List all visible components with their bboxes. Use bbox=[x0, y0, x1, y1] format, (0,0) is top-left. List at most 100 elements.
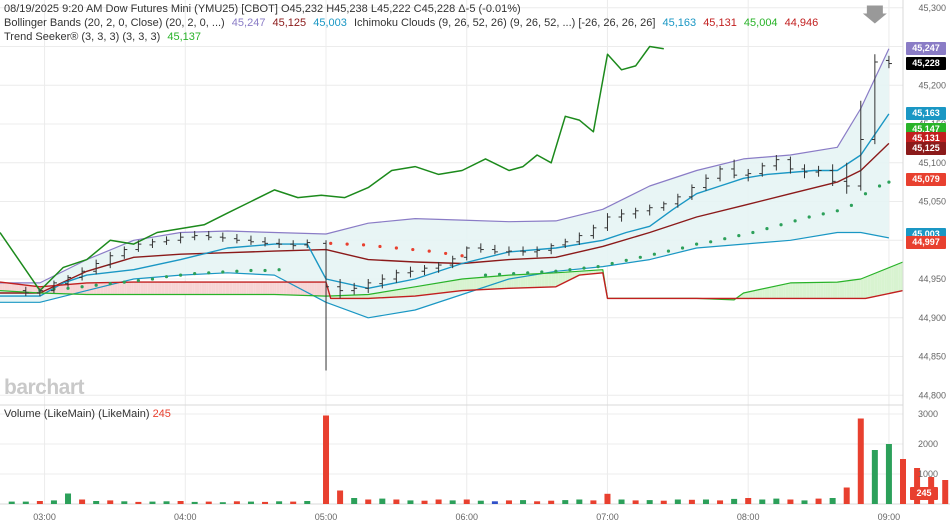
volume-bar bbox=[505, 500, 512, 504]
ichimoku-cloud-slice bbox=[258, 282, 261, 295]
ichimoku-cloud-slice bbox=[440, 282, 444, 294]
volume-bar bbox=[8, 501, 15, 504]
ichimoku-cloud-slice bbox=[274, 282, 277, 295]
volume-bar bbox=[857, 418, 864, 504]
ichimoku-cloud-slice bbox=[776, 285, 779, 299]
ichimoku-cloud-slice bbox=[818, 282, 821, 299]
ichimoku-cloud-slice bbox=[874, 272, 878, 297]
ichimoku-v2: 45,131 bbox=[703, 17, 737, 29]
ichimoku-cloud-slice bbox=[253, 282, 256, 295]
ichimoku-cloud-slice bbox=[246, 282, 249, 295]
ichimoku-cloud-slice bbox=[792, 282, 796, 299]
ichimoku-cloud-slice bbox=[382, 291, 385, 298]
ichimoku-cloud-slice bbox=[4, 282, 8, 292]
volume-bar bbox=[233, 501, 240, 504]
x-tick-label: 04:00 bbox=[174, 512, 197, 522]
ichimoku-cloud-slice bbox=[443, 281, 446, 293]
ichimoku-cloud-slice bbox=[178, 282, 181, 295]
ichimoku-cloud-slice bbox=[243, 282, 247, 295]
trend-seeker-value: 45,137 bbox=[167, 31, 201, 43]
trend-dot-support bbox=[483, 273, 488, 277]
ichimoku-cloud-slice bbox=[391, 290, 395, 298]
ichimoku-v3: 45,004 bbox=[743, 17, 778, 29]
trend-dot-support bbox=[652, 252, 656, 256]
ichimoku-cloud-slice bbox=[154, 282, 158, 295]
volume-bar bbox=[177, 501, 184, 504]
ichimoku-cloud-slice bbox=[846, 280, 850, 299]
ichimoku-cloud-slice bbox=[86, 282, 90, 295]
trend-dot-support bbox=[80, 285, 84, 289]
ichimoku-cloud-slice bbox=[490, 276, 493, 290]
ichimoku-cloud-slice bbox=[213, 282, 216, 295]
ichimoku-cloud-slice bbox=[316, 282, 319, 296]
ichimoku-cloud-slice bbox=[112, 282, 115, 295]
trend-dot-support bbox=[122, 280, 126, 284]
volume-bar bbox=[337, 490, 344, 504]
ichimoku-cloud-slice bbox=[579, 271, 582, 276]
ichimoku-cloud-slice bbox=[152, 282, 155, 295]
ichimoku-cloud-slice bbox=[129, 282, 132, 295]
ichimoku-cloud-slice bbox=[192, 282, 195, 295]
volume-bar bbox=[942, 480, 949, 504]
ichimoku-cloud-slice bbox=[347, 295, 350, 299]
volume-label[interactable]: Volume (LikeMain) (LikeMain) bbox=[4, 408, 150, 420]
ichimoku-cloud-slice bbox=[349, 295, 352, 299]
bb-label[interactable]: Bollinger Bands (20, 2, 0, Close) (20, 2… bbox=[4, 17, 225, 29]
indicator-header-bb: Bollinger Bands (20, 2, 0, Close) (20, 2… bbox=[4, 16, 822, 30]
ichimoku-label[interactable]: Ichimoku Clouds (9, 26, 52, 26) (9, 26, … bbox=[353, 17, 656, 29]
trend-dot-resistance bbox=[460, 254, 464, 258]
ichimoku-cloud-slice bbox=[809, 282, 812, 299]
ichimoku-cloud-slice bbox=[485, 276, 488, 290]
ichimoku-cloud-slice bbox=[825, 282, 828, 299]
ichimoku-cloud-slice bbox=[785, 283, 789, 299]
trend-dot-support bbox=[108, 282, 112, 286]
volume-bar bbox=[520, 500, 527, 504]
price-tag: 45,163 bbox=[906, 107, 946, 121]
ichimoku-cloud-slice bbox=[2, 282, 5, 291]
ichimoku-cloud-slice bbox=[117, 282, 120, 295]
volume-bar bbox=[323, 415, 330, 504]
ichimoku-cloud-slice bbox=[222, 282, 226, 295]
volume-bar bbox=[534, 501, 541, 504]
ichimoku-cloud-slice bbox=[197, 282, 200, 295]
trend-dot-support bbox=[150, 277, 155, 281]
ichimoku-cloud-slice bbox=[286, 282, 289, 295]
ichimoku-cloud-slice bbox=[567, 271, 570, 281]
ichimoku-v1: 45,163 bbox=[662, 17, 697, 29]
volume-bar bbox=[407, 500, 414, 504]
ichimoku-cloud-slice bbox=[138, 282, 141, 295]
ichimoku-cloud-slice bbox=[447, 280, 451, 293]
ichimoku-cloud-slice bbox=[457, 279, 460, 292]
ichimoku-cloud-slice bbox=[269, 282, 273, 295]
bb-upper-value: 45,247 bbox=[231, 17, 266, 29]
ichimoku-cloud-slice bbox=[225, 282, 228, 295]
volume-bar bbox=[632, 500, 639, 504]
ichimoku-cloud-slice bbox=[370, 293, 373, 299]
trend-seeker-line bbox=[0, 45, 664, 292]
ichimoku-cloud-slice bbox=[337, 295, 341, 299]
ichimoku-cloud-slice bbox=[398, 289, 402, 297]
price-tag: 45,247 bbox=[906, 42, 946, 56]
volume-bar bbox=[36, 501, 43, 504]
ichimoku-cloud-slice bbox=[766, 287, 770, 299]
ichimoku-cloud-slice bbox=[750, 290, 753, 299]
trend-dot-support bbox=[835, 209, 839, 213]
ichimoku-cloud-slice bbox=[166, 282, 169, 295]
ichimoku-cloud-slice bbox=[351, 295, 355, 299]
ichimoku-cloud-slice bbox=[394, 289, 397, 298]
ichimoku-cloud-slice bbox=[501, 275, 505, 289]
trend-dot-support bbox=[596, 265, 600, 269]
ichimoku-cloud-slice bbox=[164, 282, 167, 295]
ichimoku-cloud-slice bbox=[466, 278, 470, 291]
trend-seeker-label[interactable]: Trend Seeker® (3, 3, 3) (3, 3, 3) bbox=[4, 31, 161, 43]
ichimoku-cloud-slice bbox=[389, 290, 392, 298]
trend-dot-support bbox=[179, 273, 183, 277]
ichimoku-cloud-slice bbox=[492, 276, 495, 290]
ichimoku-cloud-slice bbox=[511, 274, 514, 289]
ichimoku-cloud-slice bbox=[344, 295, 348, 299]
ichimoku-cloud-slice bbox=[189, 282, 193, 295]
ichimoku-cloud-slice bbox=[849, 280, 852, 299]
bollinger-upper-line bbox=[0, 48, 890, 284]
ichimoku-cloud-slice bbox=[227, 282, 230, 295]
